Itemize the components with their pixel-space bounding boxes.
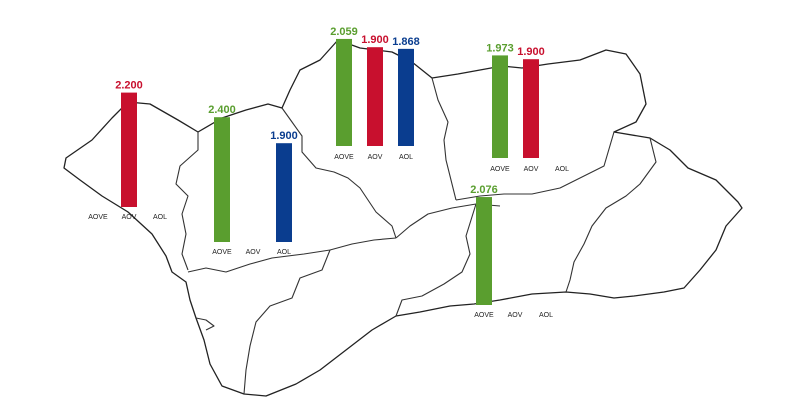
bar-value-label: 1.900 bbox=[270, 130, 298, 142]
category-label: AOVE bbox=[334, 154, 354, 161]
border-cadiz-sevilla bbox=[187, 237, 397, 273]
bar-value-label: 1.868 bbox=[392, 36, 420, 48]
bar-aove bbox=[476, 197, 492, 305]
bar-value-label: 1.973 bbox=[486, 42, 514, 54]
category-label: AOL bbox=[539, 312, 553, 319]
bar-value-label: 1.900 bbox=[361, 34, 389, 46]
region-outline bbox=[63, 39, 743, 397]
category-label: AOL bbox=[277, 249, 291, 256]
bar-value-label: 2.076 bbox=[470, 184, 498, 196]
border-cadiz-malaga bbox=[243, 249, 331, 395]
bar-aol bbox=[398, 48, 414, 146]
category-label: AOL bbox=[153, 214, 167, 221]
border-granada-almeria bbox=[565, 137, 657, 293]
bar-chart-4: 1.973 AOVE 1.900 AOV AOL bbox=[486, 42, 569, 173]
border-sevilla-cordoba bbox=[281, 107, 397, 239]
coast-cadiz-bay bbox=[195, 317, 215, 331]
bar-aov bbox=[523, 59, 539, 159]
category-label: AOV bbox=[122, 214, 137, 221]
category-label: AOVE bbox=[212, 249, 232, 256]
bar-aol bbox=[276, 143, 292, 242]
bar-chart-2: 2.400 AOVE AOV 1.900 AOL bbox=[208, 104, 298, 256]
border-cordoba-jaen bbox=[431, 77, 457, 201]
border-malaga-granada bbox=[395, 203, 477, 317]
category-label: AOV bbox=[246, 249, 261, 256]
category-label: AOV bbox=[368, 154, 383, 161]
border-huelva-sevilla bbox=[175, 132, 199, 271]
category-label: AOVE bbox=[88, 214, 108, 221]
bar-chart-3: 2.059 AOVE 1.900 AOV 1.868 AOL bbox=[330, 26, 420, 161]
bar-aov bbox=[121, 92, 137, 207]
bar-value-label: 2.400 bbox=[208, 104, 236, 116]
category-label: AOV bbox=[524, 166, 539, 173]
category-label: AOVE bbox=[490, 166, 510, 173]
bar-aove bbox=[214, 117, 230, 242]
category-label: AOVE bbox=[474, 312, 494, 319]
category-label: AOV bbox=[508, 312, 523, 319]
bar-chart-1: AOVE 2.200 AOV AOL bbox=[88, 80, 167, 221]
bar-value-label: 2.059 bbox=[330, 26, 358, 38]
bar-aove bbox=[492, 55, 508, 158]
bar-aove bbox=[336, 38, 352, 146]
bar-chart-5: 2.076 AOVE AOV AOL bbox=[470, 184, 553, 319]
category-label: AOL bbox=[555, 166, 569, 173]
border-jaen-granada bbox=[455, 131, 615, 201]
bar-aov bbox=[367, 47, 383, 147]
category-label: AOL bbox=[399, 154, 413, 161]
bar-value-label: 2.200 bbox=[115, 80, 143, 92]
bar-value-label: 1.900 bbox=[517, 46, 545, 58]
